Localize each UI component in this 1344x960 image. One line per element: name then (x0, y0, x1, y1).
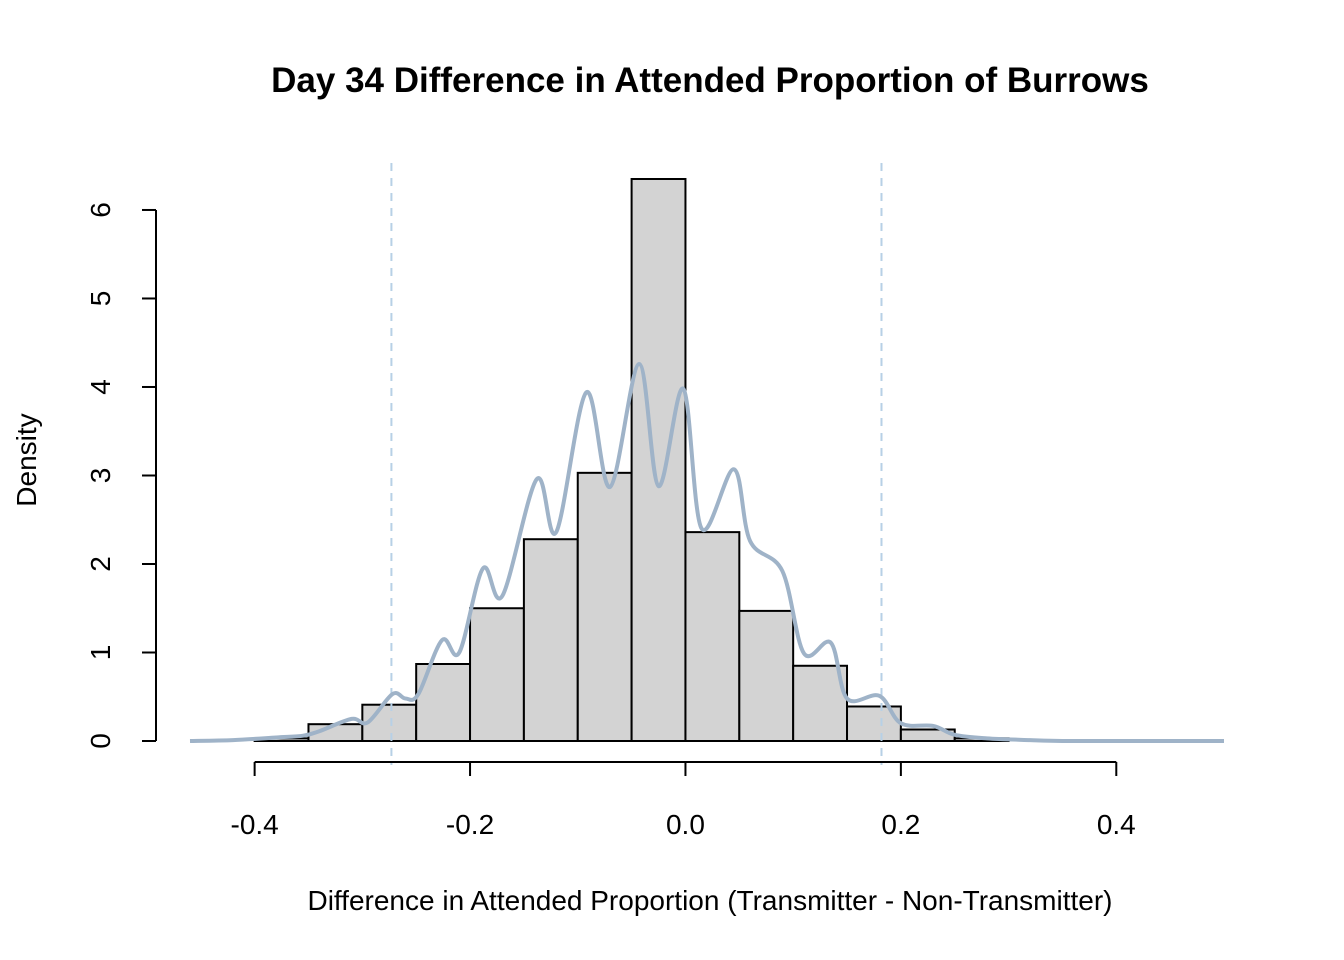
x-tick-label: 0.4 (1097, 809, 1136, 840)
y-tick-label: 5 (85, 291, 116, 307)
y-axis: 0 1 2 3 4 5 6 (85, 202, 157, 749)
interval-lines (390, 163, 883, 765)
histogram-bar (361, 703, 418, 742)
x-tick-label: 0.2 (881, 809, 920, 840)
y-tick-label: 0 (85, 733, 116, 749)
histogram-bar (684, 531, 741, 743)
density-curve (189, 361, 1224, 744)
y-axis-label: Density (11, 413, 42, 506)
histogram-bar (738, 609, 795, 743)
x-axis-label: Difference in Attended Proportion (Trans… (307, 885, 1112, 916)
y-tick-label: 2 (85, 556, 116, 572)
histogram-bar (469, 607, 525, 742)
histogram-bar (522, 538, 579, 742)
histogram-bar (630, 178, 687, 742)
y-tick-label: 6 (85, 202, 116, 218)
x-tick-label: -0.2 (446, 809, 494, 840)
chart-title: Day 34 Difference in Attended Proportion… (271, 61, 1149, 100)
density-curve-group (189, 361, 1224, 744)
y-tick-label: 1 (85, 645, 116, 661)
y-tick-label: 4 (85, 379, 116, 395)
x-tick-label: 0.0 (666, 809, 705, 840)
y-tick-label: 3 (85, 468, 116, 484)
x-tick-label: -0.4 (231, 809, 279, 840)
histogram-bar (576, 471, 633, 742)
x-axis: -0.4 -0.2 0.0 0.2 0.4 (231, 761, 1136, 840)
histogram-bar (792, 664, 849, 743)
histogram-bars (253, 178, 1010, 743)
